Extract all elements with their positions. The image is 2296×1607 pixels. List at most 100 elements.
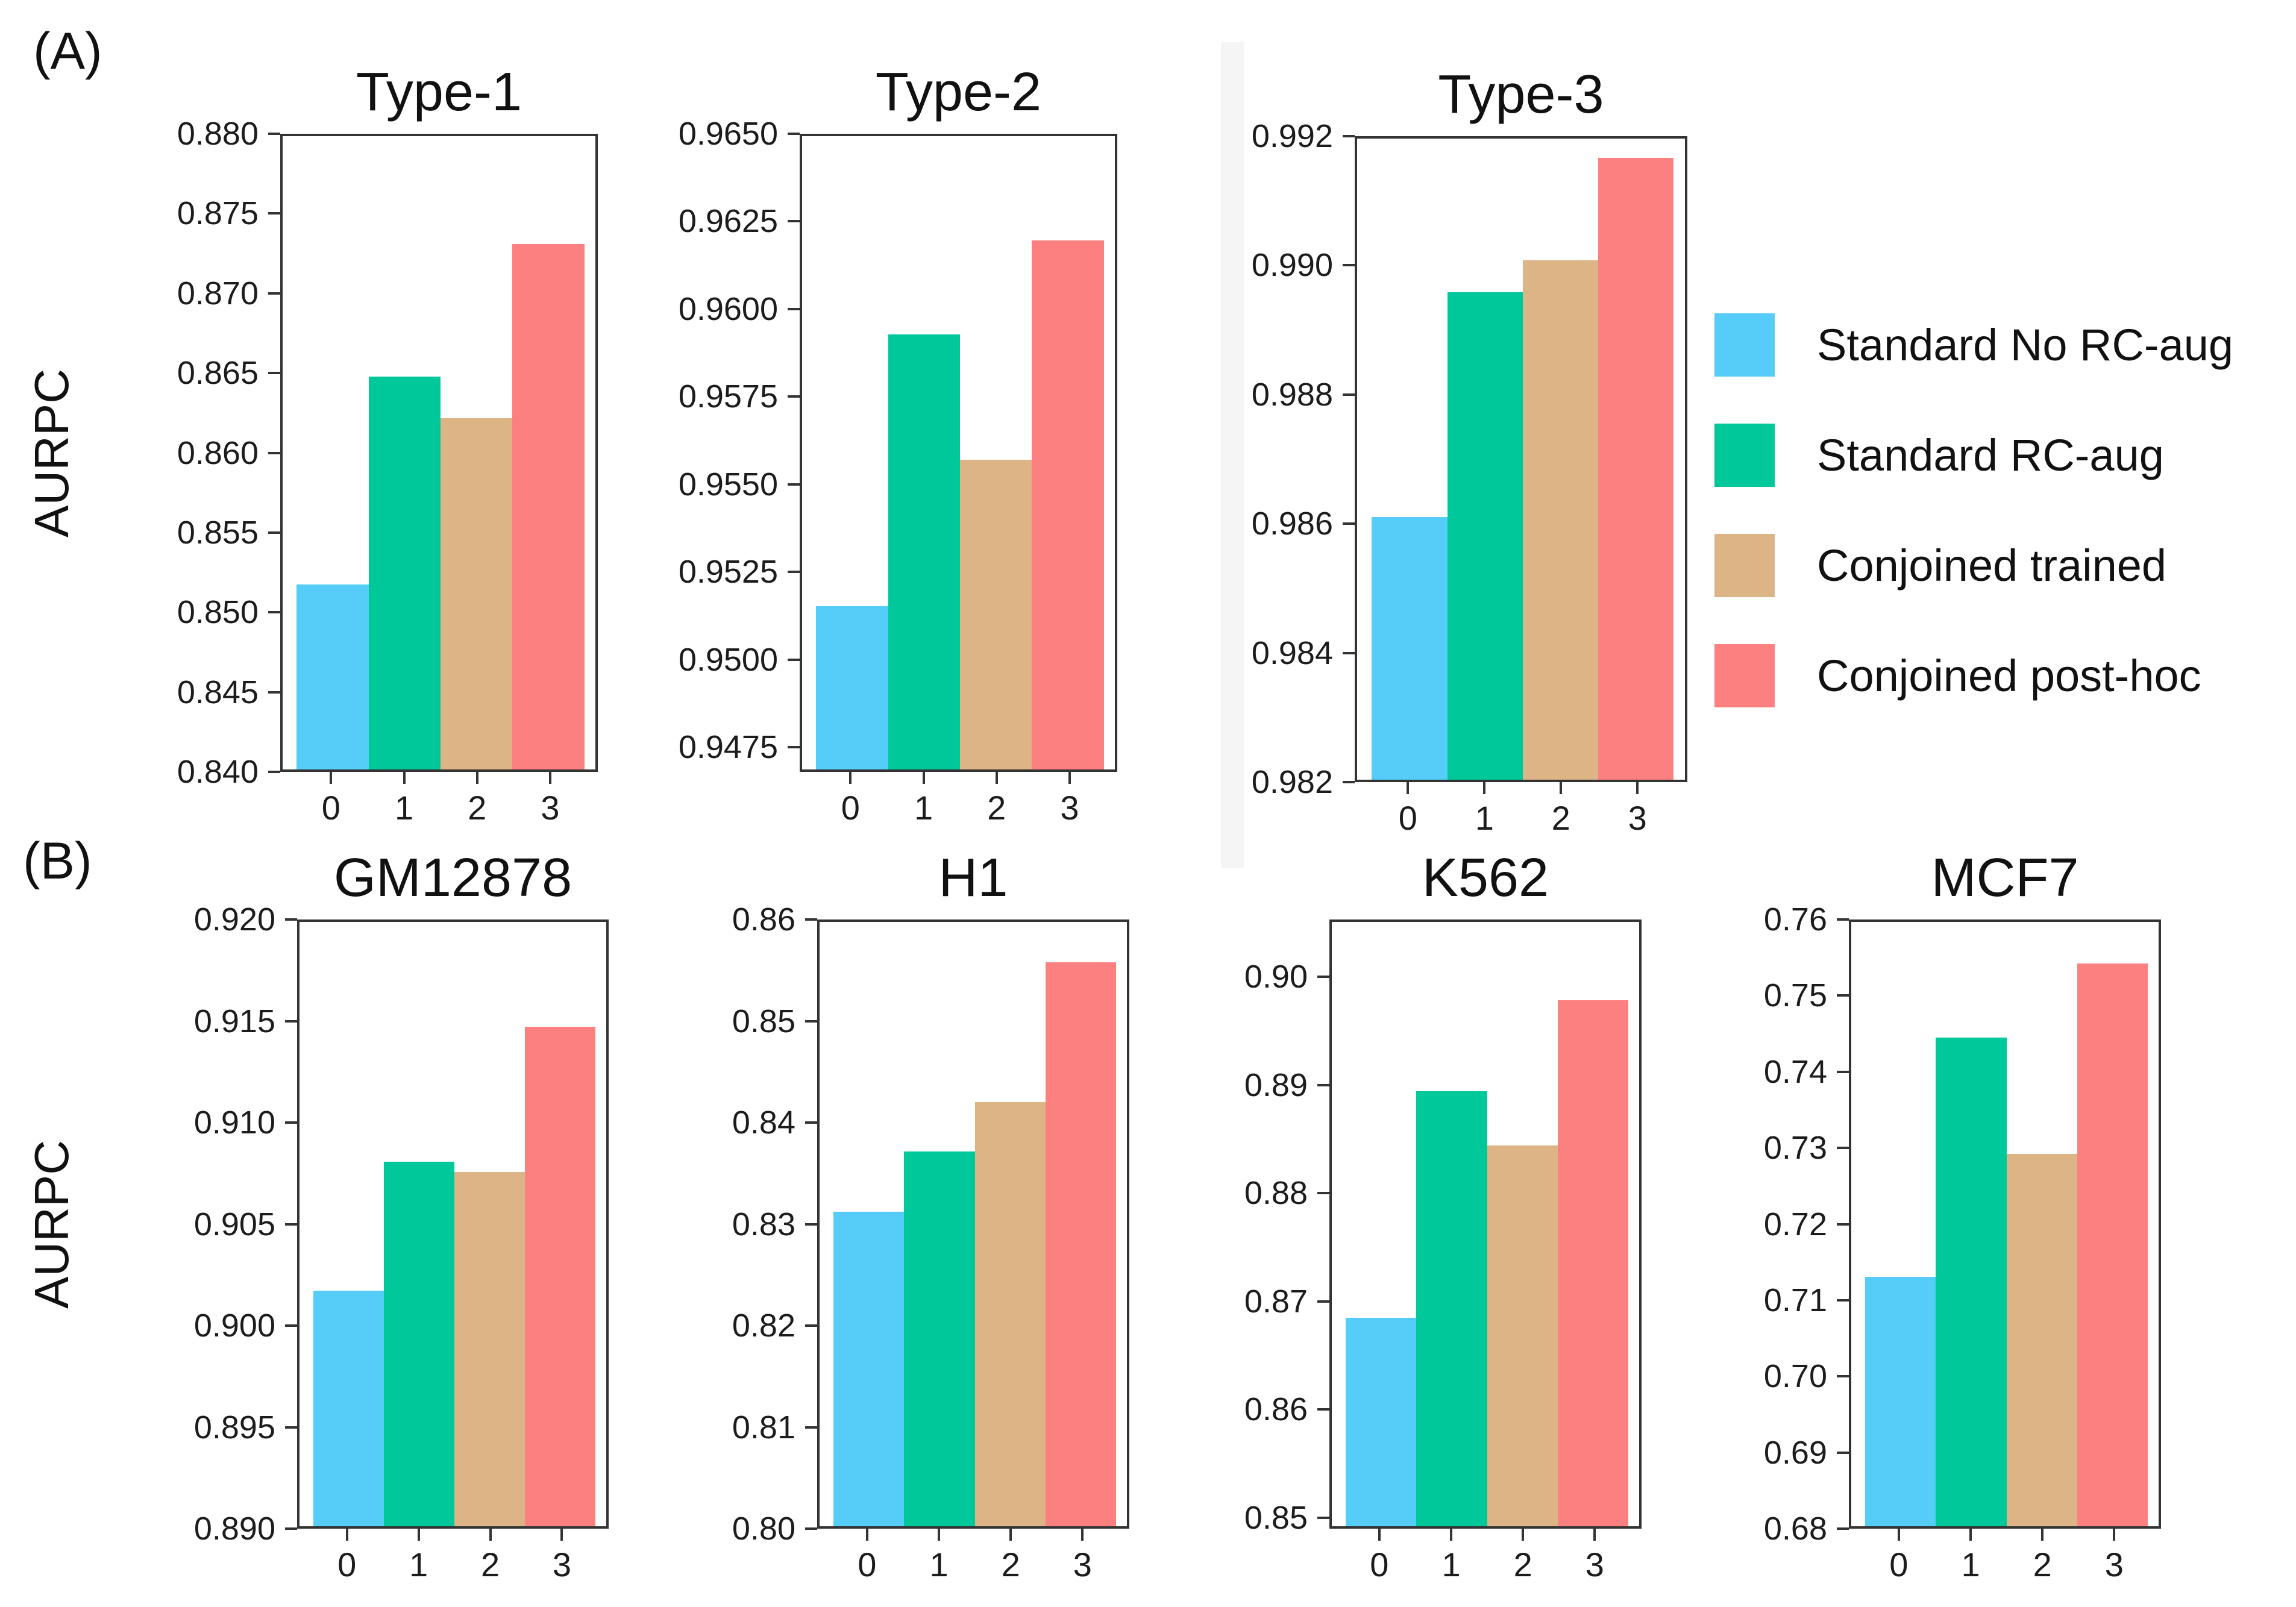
bar-1	[1416, 1091, 1487, 1526]
y-tick-label: 0.69	[1763, 1434, 1827, 1471]
y-tick-label: 0.72	[1763, 1206, 1827, 1242]
x-tick-label: 0	[337, 1546, 357, 1584]
y-tick-label: 0.9650	[678, 116, 778, 152]
bar-3	[525, 1026, 596, 1526]
x-tick-label: 2	[468, 789, 487, 827]
background-seam	[1221, 42, 1244, 868]
y-tick-mark	[285, 1223, 297, 1226]
y-tick-label: 0.910	[193, 1104, 275, 1141]
y-tick-mark	[788, 220, 800, 223]
y-tick-label: 0.90	[1244, 959, 1308, 995]
y-tick-label: 0.86	[732, 901, 795, 938]
y-tick-mark	[805, 1020, 817, 1023]
x-tick-mark	[475, 772, 478, 784]
y-tick-mark	[268, 133, 280, 135]
y-tick-mark	[285, 1020, 297, 1023]
y-tick-mark	[805, 1426, 817, 1429]
y-tick-label: 0.875	[177, 195, 259, 232]
x-tick-label: 2	[2033, 1546, 2052, 1584]
y-tick-mark	[1837, 918, 1849, 921]
legend-item: Conjoined trained	[1714, 534, 2233, 597]
x-tick-mark	[560, 1529, 563, 1541]
chart-title: H1	[938, 848, 1008, 908]
x-tick-label: 2	[1001, 1546, 1020, 1584]
y-tick-mark	[1317, 1300, 1329, 1303]
x-tick-mark	[1068, 772, 1071, 784]
x-tick-mark	[849, 772, 852, 784]
x-tick-label: 3	[1060, 789, 1079, 827]
y-tick-mark	[788, 307, 800, 310]
y-tick-label: 0.76	[1763, 901, 1827, 938]
y-tick-mark	[805, 1527, 817, 1530]
x-tick-label: 3	[541, 789, 560, 827]
x-tick-label: 1	[914, 789, 933, 827]
plot-area	[1849, 919, 2161, 1529]
y-tick-mark	[805, 1121, 817, 1124]
y-tick-mark	[805, 1324, 817, 1327]
chart-h1: H1 0.80 0.81 0.82 0.83 0.84 0.85 0.86 0 1 2 3	[732, 851, 1129, 1582]
y-tick-mark	[788, 658, 800, 661]
y-tick-mark	[285, 918, 297, 921]
y-tick-mark	[268, 691, 280, 694]
legend-label: Conjoined trained	[1817, 540, 2167, 590]
legend-label: Conjoined post-hoc	[1817, 650, 2201, 701]
legend-swatch-standard-no-rc-aug	[1714, 313, 1775, 377]
x-tick-mark	[2041, 1529, 2044, 1541]
y-tick-label: 0.870	[177, 275, 259, 312]
x-tick-label: 2	[1513, 1546, 1532, 1584]
chart-k562: K562 0.85 0.86 0.87 0.88 0.89 0.90 0 1 2 3	[1244, 851, 1642, 1582]
y-tick-label: 0.85	[732, 1003, 795, 1039]
y-tick-mark	[1343, 393, 1355, 396]
bar-3	[1557, 1000, 1629, 1526]
y-tick-label: 0.83	[732, 1206, 795, 1242]
x-tick-label: 1	[929, 1546, 949, 1584]
bar-0	[296, 584, 369, 769]
panel-b-label: (B)	[23, 832, 92, 890]
bar-2	[454, 1171, 525, 1526]
y-tick-label: 0.89	[1244, 1067, 1308, 1103]
x-tick-label: 3	[1585, 1546, 1604, 1584]
x-tick-label: 1	[1475, 799, 1494, 837]
legend-swatch-conjoined-trained	[1714, 534, 1775, 597]
plot-area	[297, 919, 609, 1529]
y-tick-label: 0.920	[193, 901, 275, 938]
y-tick-mark	[1837, 1451, 1849, 1454]
y-tick-mark	[268, 771, 280, 773]
x-tick-label: 1	[1961, 1546, 1980, 1584]
y-tick-label: 0.82	[732, 1308, 795, 1344]
x-tick-mark	[1378, 1529, 1381, 1541]
y-tick-label: 0.840	[177, 754, 259, 790]
chart-title: GM12878	[333, 848, 572, 908]
chart-type-2: Type-2 0.9475 0.9500 0.9525 0.9550 0.9575 0.9…	[679, 65, 1117, 825]
x-tick-mark	[2113, 1529, 2116, 1541]
y-tick-mark	[1343, 135, 1355, 137]
legend-item: Standard No RC-aug	[1714, 313, 2233, 377]
bar-0	[1345, 1318, 1417, 1526]
y-tick-label: 0.880	[177, 116, 259, 152]
x-tick-mark	[922, 772, 925, 784]
legend-swatch-standard-rc-aug	[1714, 424, 1775, 487]
y-tick-mark	[1837, 1298, 1849, 1302]
x-tick-label: 3	[1628, 799, 1647, 837]
legend-item: Standard RC-aug	[1714, 424, 2233, 487]
x-tick-label: 1	[394, 789, 414, 827]
y-tick-label: 0.84	[732, 1104, 795, 1141]
y-tick-mark	[1317, 1083, 1329, 1086]
x-tick-mark	[1593, 1529, 1596, 1541]
y-tick-label: 0.9550	[678, 466, 778, 503]
x-tick-label: 3	[1073, 1546, 1092, 1584]
y-tick-mark	[1343, 264, 1355, 267]
plot-area	[280, 134, 598, 772]
x-tick-mark	[548, 772, 551, 784]
y-tick-label: 0.9525	[678, 554, 778, 590]
bar-0	[833, 1212, 905, 1526]
y-tick-mark	[1837, 1223, 1849, 1226]
y-tick-mark	[788, 395, 800, 398]
y-tick-mark	[1343, 651, 1355, 654]
y-tick-mark	[285, 1121, 297, 1124]
chart-title: Type-2	[875, 62, 1042, 122]
y-tick-label: 0.984	[1251, 634, 1333, 671]
bar-3	[1045, 962, 1117, 1526]
x-tick-mark	[1969, 1529, 1972, 1541]
bar-0	[1865, 1277, 1936, 1526]
